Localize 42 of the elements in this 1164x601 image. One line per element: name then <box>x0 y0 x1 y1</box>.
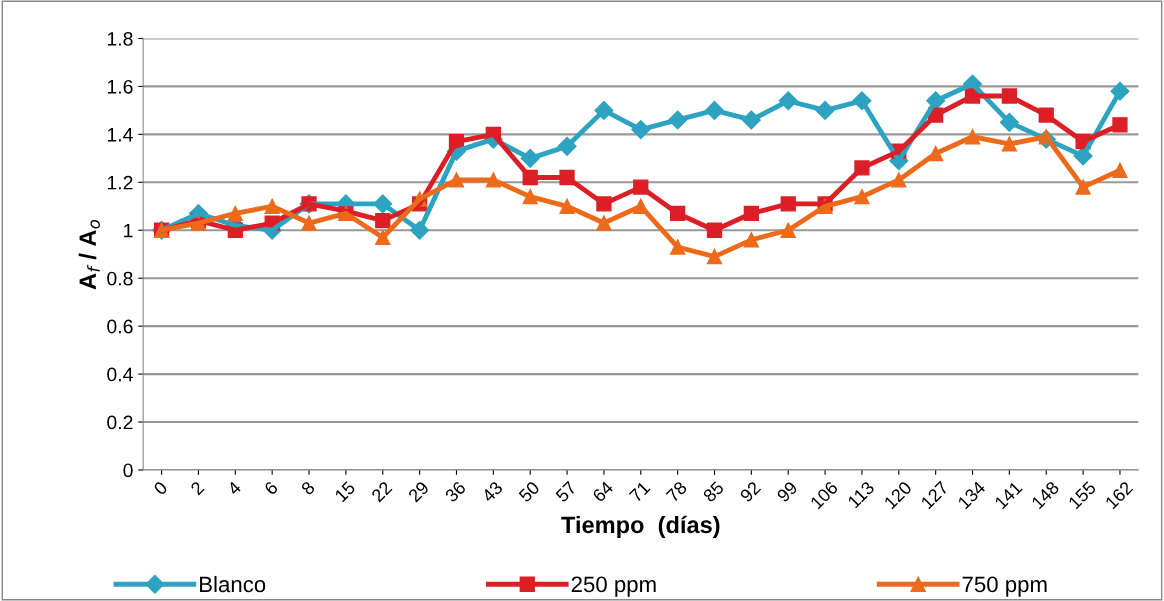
legend-label: 750 ppm <box>962 576 1047 597</box>
x-tick-label: 57 <box>554 480 577 503</box>
x-tick-label: 2 <box>189 480 205 496</box>
x-tick-label: 155 <box>1067 480 1097 510</box>
x-tick-label: 29 <box>407 480 430 503</box>
y-tick-label: 1.8 <box>107 31 133 46</box>
x-tick-label: 92 <box>739 480 762 503</box>
y-tick-label: 1.6 <box>107 79 133 94</box>
x-tick-label: 0 <box>152 480 169 496</box>
x-tick-label: 36 <box>444 480 467 503</box>
x-tick-label: 8 <box>300 480 316 496</box>
x-tick-label: 148 <box>1030 480 1060 510</box>
y-tick-label: 0.2 <box>107 415 133 430</box>
y-tick-label: 0.6 <box>107 319 133 334</box>
x-tick-label: 162 <box>1104 480 1134 510</box>
legend-label: 250 ppm <box>571 576 656 597</box>
y-tick-label: 0 <box>123 463 133 478</box>
x-tick-label: 106 <box>809 480 839 510</box>
x-tick-label: 50 <box>518 480 541 503</box>
x-tick-label: 120 <box>883 480 913 510</box>
y-tick-label: 1 <box>124 223 133 238</box>
x-tick-label: 127 <box>920 480 949 510</box>
y-tick-label: 0.4 <box>107 367 133 382</box>
x-axis-title: Tiempo (días) <box>561 515 720 538</box>
x-tick-label: 141 <box>994 480 1023 510</box>
x-tick-label: 64 <box>591 480 615 503</box>
x-tick-label: 43 <box>480 480 504 503</box>
y-tick-label: 1.4 <box>107 128 133 142</box>
x-tick-label: 85 <box>702 480 725 503</box>
x-tick-label: 113 <box>847 480 875 509</box>
x-tick-label: 134 <box>957 480 987 510</box>
legend-label: Blanco <box>200 575 266 593</box>
x-tick-label: 71 <box>628 480 651 503</box>
y-axis-title: A$_{f}$ / A$_{o}$ <box>78 219 100 290</box>
y-tick-label: 1.2 <box>107 175 133 190</box>
y-tick-label: 0.8 <box>107 271 133 286</box>
x-tick-label: 99 <box>776 480 799 503</box>
x-tick-label: 4 <box>226 480 242 496</box>
x-tick-label: 78 <box>665 480 688 503</box>
x-tick-label: 15 <box>334 480 356 503</box>
x-tick-label: 22 <box>370 480 393 503</box>
x-tick-label: 6 <box>263 480 279 496</box>
